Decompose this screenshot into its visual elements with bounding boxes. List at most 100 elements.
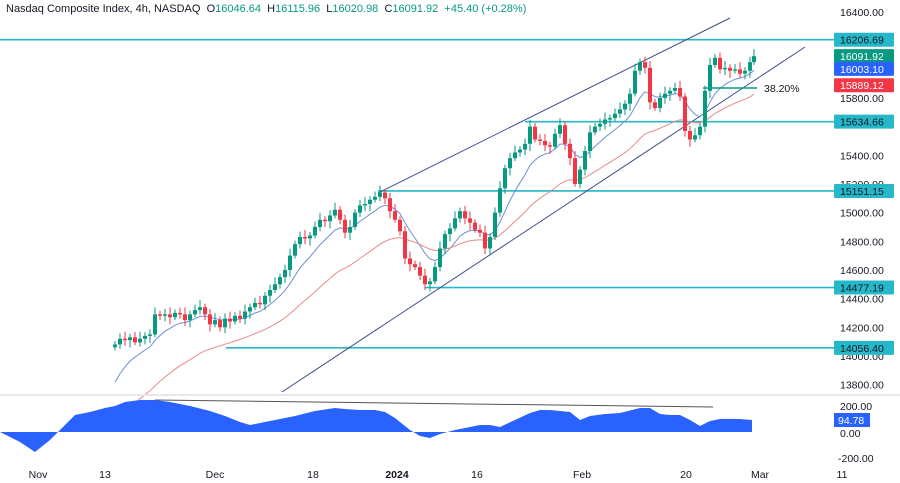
candle-down: [678, 87, 682, 97]
price-tick-label: 15400.00: [840, 150, 884, 162]
oscillator-area: [0, 400, 752, 452]
candle-up: [752, 56, 756, 63]
candle-down: [533, 126, 537, 140]
candle-up: [163, 314, 167, 316]
candle-down: [563, 125, 567, 144]
low-value: 16020.98: [332, 3, 379, 15]
candle-down: [653, 102, 657, 109]
oscillator-pane: [0, 399, 752, 452]
channel-lower-line[interactable]: [281, 46, 806, 393]
open-label: O: [206, 3, 216, 15]
candle-up: [153, 314, 157, 335]
candle-up: [638, 62, 642, 71]
osc-tick-label: 200.00: [840, 401, 872, 413]
osc-tick-label: -200.00: [838, 453, 874, 465]
candle-down: [413, 264, 417, 268]
candle-up: [358, 205, 362, 213]
candle-up: [233, 315, 237, 322]
time-tick-label: 11: [837, 469, 848, 481]
time-axis[interactable]: Nov 13 Dec 18 2024 16 Feb 20 Mar 11: [29, 469, 848, 481]
candle-up: [433, 267, 437, 282]
price-axis[interactable]: 16400.0015800.0015400.0015200.0015000.00…: [840, 7, 884, 392]
high-label: H: [267, 3, 276, 15]
candle-down: [738, 69, 742, 74]
badge-last-price: 16091.92: [834, 49, 894, 64]
price-tick-label: 15000.00: [840, 208, 884, 220]
candle-up: [698, 126, 702, 136]
candle-up: [223, 318, 227, 328]
channel-upper-line[interactable]: [377, 17, 731, 194]
change-value: +45.40 (+0.28%): [444, 3, 527, 15]
candlesticks: [113, 49, 756, 351]
time-tick-label: 18: [307, 469, 319, 481]
time-tick-label: Dec: [206, 469, 225, 481]
candle-down: [133, 337, 137, 343]
candle-up: [503, 168, 507, 189]
candle-up: [723, 67, 727, 70]
candle-down: [478, 229, 482, 233]
candle-up: [328, 215, 332, 222]
candle-up: [143, 335, 147, 339]
badge-ema-slow-value: 15889.12: [834, 78, 894, 93]
badge-text: 15634.66: [840, 117, 884, 129]
candle-down: [463, 211, 467, 219]
ema-fast-line: [114, 69, 755, 383]
ema-slow-line: [114, 93, 755, 423]
candle-up: [283, 269, 287, 278]
close-value: 16091.92: [392, 3, 439, 15]
fib-retracement[interactable]: 38.20%: [703, 83, 800, 95]
candle-up: [733, 69, 737, 71]
candle-up: [673, 87, 677, 91]
candle-down: [383, 192, 387, 199]
candle-up: [313, 226, 317, 236]
candle-down: [178, 312, 182, 315]
candle-down: [208, 314, 212, 325]
oscillator-axis[interactable]: 200.00 0.00 -200.00 94.78: [834, 401, 874, 465]
candle-up: [113, 344, 117, 348]
candle-up: [193, 310, 197, 315]
candle-down: [228, 318, 232, 322]
candle-up: [748, 62, 752, 71]
osc-current-badge: [834, 413, 870, 427]
candle-up: [508, 158, 512, 169]
price-tick-label: 14200.00: [840, 322, 884, 334]
candle-up: [703, 90, 707, 127]
candle-up: [248, 307, 252, 312]
candle-down: [258, 302, 262, 305]
candle-down: [643, 62, 647, 68]
candle-down: [538, 139, 542, 141]
candle-down: [568, 143, 572, 159]
candle-up: [308, 235, 312, 239]
chart-legend: Nasdaq Composite Index, 4h, NASDAQ O1604…: [6, 3, 526, 15]
candle-up: [138, 338, 142, 343]
badge-level-16206: 16206.69: [834, 32, 894, 47]
candle-down: [483, 232, 487, 249]
time-tick-label: 2024: [385, 469, 409, 481]
candle-down: [548, 145, 552, 147]
candle-up: [523, 143, 527, 150]
trend-channel[interactable]: [281, 17, 806, 393]
candle-up: [583, 151, 587, 170]
candle-up: [128, 337, 132, 341]
badge-bg: [834, 32, 894, 47]
candle-down: [388, 198, 392, 212]
candle-up: [658, 97, 662, 109]
candle-up: [593, 126, 597, 133]
candle-up: [318, 219, 322, 227]
candle-up: [353, 212, 357, 227]
candle-up: [298, 236, 302, 245]
time-tick-label: Feb: [573, 469, 591, 481]
candle-up: [263, 295, 267, 305]
candle-up: [273, 284, 277, 291]
time-tick-label: 16: [471, 469, 483, 481]
badge-text: 14056.40: [840, 343, 884, 355]
horizontal-levels[interactable]: [0, 38, 834, 349]
candle-down: [543, 140, 547, 146]
candle-up: [378, 192, 382, 197]
badge-bg: [834, 78, 894, 93]
candle-up: [333, 209, 337, 216]
candle-up: [558, 125, 562, 134]
candle-up: [243, 311, 247, 319]
candle-up: [598, 123, 602, 127]
